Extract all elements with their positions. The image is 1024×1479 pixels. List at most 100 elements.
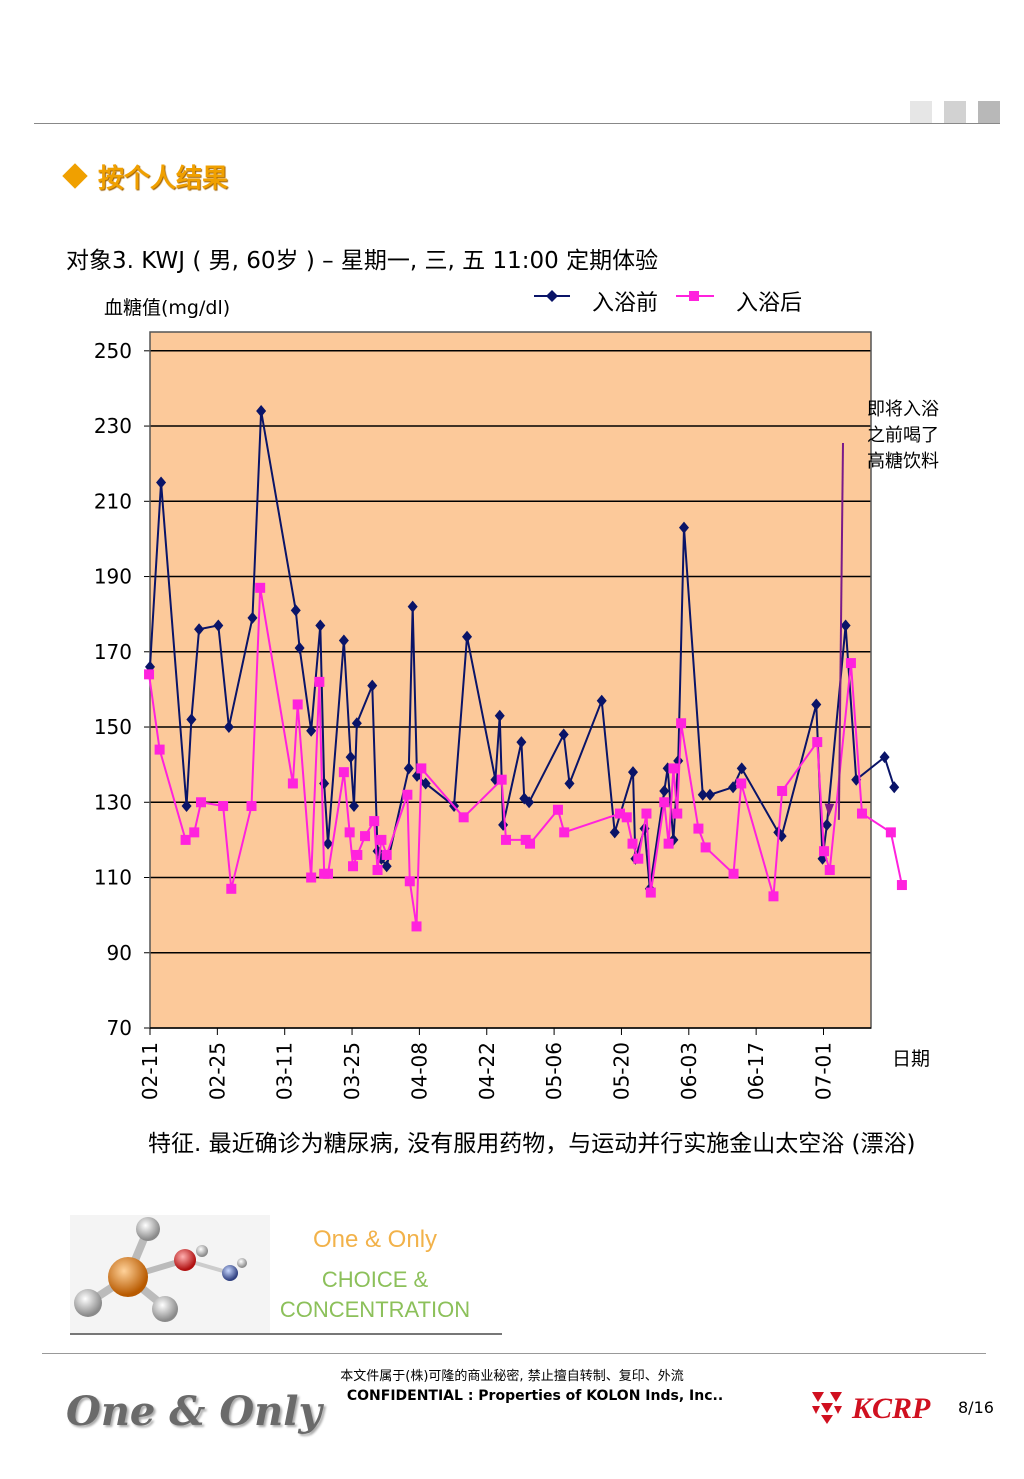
- x-tick-label: 02-11: [138, 1042, 162, 1100]
- data-point-before: [524, 796, 535, 809]
- data-point-after: [676, 718, 687, 729]
- data-point-before: [596, 694, 607, 707]
- annotation-note: 即将入浴 之前喝了 高糖饮料: [848, 397, 958, 475]
- data-point-after: [352, 849, 363, 860]
- confidential-notice-cn: 本文件属于(株)可隆的商业秘密, 禁止擅自转制、复印、外流: [340, 1369, 684, 1384]
- logo-line-2: CHOICE &: [322, 1267, 429, 1292]
- data-point-before: [728, 781, 739, 794]
- data-point-after: [255, 582, 266, 593]
- plot-area: [150, 332, 871, 1028]
- y-tick-label: 150: [94, 715, 132, 739]
- data-point-after: [621, 812, 632, 823]
- data-point-before: [345, 751, 356, 764]
- data-point-after: [736, 778, 747, 789]
- data-point-after: [338, 767, 349, 778]
- brand-logo-text: One & Only: [66, 1388, 322, 1435]
- data-point-after: [226, 883, 237, 894]
- data-point-before: [181, 800, 192, 813]
- data-point-after: [360, 831, 371, 842]
- data-point-after: [416, 763, 427, 774]
- data-point-after: [693, 823, 704, 834]
- data-point-before: [294, 642, 305, 655]
- data-point-before: [420, 777, 431, 790]
- y-tick-label: 250: [94, 339, 132, 363]
- molecule-logo-banner: One & Only CHOICE & CONCENTRATION: [70, 1215, 502, 1333]
- data-point-after: [615, 808, 626, 819]
- data-point-after: [376, 834, 387, 845]
- corner-square-1: [910, 101, 932, 123]
- data-point-after: [381, 849, 392, 860]
- x-tick-label: 04-22: [475, 1042, 499, 1100]
- legend-before-marker-icon: [534, 290, 570, 302]
- data-point-after: [402, 789, 413, 800]
- data-point-after: [496, 774, 507, 785]
- data-point-before: [889, 781, 900, 794]
- data-point-after: [195, 797, 206, 808]
- y-tick-label: 210: [94, 489, 132, 513]
- data-point-after: [700, 842, 711, 853]
- data-point-after: [292, 699, 303, 710]
- data-point-after: [525, 838, 536, 849]
- data-point-before: [609, 826, 620, 839]
- x-tick-label: 03-11: [273, 1042, 297, 1100]
- data-point-after: [668, 763, 679, 774]
- data-point-after: [189, 827, 200, 838]
- feature-description: 特征. 最近确诊为糖尿病, 没有服用药物，与运动并行实施金山太空浴 (漂浴): [148, 1131, 916, 1157]
- data-point-after: [856, 808, 867, 819]
- y-tick-label: 190: [94, 565, 132, 589]
- data-point-after: [818, 846, 829, 857]
- data-point-after: [728, 868, 739, 879]
- data-point-after: [218, 801, 229, 812]
- data-point-after: [885, 827, 896, 838]
- data-point-before: [407, 600, 418, 613]
- data-point-before: [659, 784, 670, 797]
- x-tick-label: 04-08: [407, 1042, 431, 1100]
- x-tick-label: 05-06: [542, 1042, 566, 1100]
- data-point-before: [627, 766, 638, 779]
- data-point-after: [663, 838, 674, 849]
- company-logo-text: KCRP: [852, 1392, 931, 1425]
- molecule-icon: One & Only CHOICE & CONCENTRATION: [70, 1215, 470, 1333]
- data-point-before: [194, 623, 205, 636]
- section-heading-text: 按个人结果: [98, 164, 229, 194]
- data-point-after: [645, 887, 656, 898]
- data-point-after: [812, 737, 823, 748]
- data-point-after: [627, 838, 638, 849]
- corner-square-3: [978, 101, 1000, 123]
- y-tick-label: 170: [94, 640, 132, 664]
- data-point-after: [404, 876, 415, 887]
- logo-line-3: CONCENTRATION: [280, 1297, 470, 1322]
- annotation-line-1: 即将入浴: [867, 399, 939, 420]
- footer-divider: [42, 1353, 986, 1354]
- data-point-after: [322, 868, 333, 879]
- blood-glucose-chart: 70 90 110 130 150 170 190 210 230 250 02-11 02-25 03…: [94, 331, 907, 1100]
- data-point-after: [500, 834, 511, 845]
- data-point-before: [322, 837, 333, 850]
- data-point-before: [494, 709, 505, 722]
- data-point-before: [558, 728, 569, 741]
- data-point-before: [213, 619, 224, 632]
- data-point-after: [896, 880, 907, 891]
- data-point-after: [824, 864, 835, 875]
- x-axis-label: 日期: [892, 1048, 931, 1070]
- data-point-after: [180, 834, 191, 845]
- annotation-line-2: 之前喝了: [867, 425, 939, 446]
- data-point-after: [458, 812, 469, 823]
- logo-divider: [70, 1333, 502, 1335]
- legend-after-label: 入浴后: [736, 291, 803, 316]
- data-point-before: [186, 713, 197, 726]
- data-point-before: [348, 800, 359, 813]
- subject-line: 对象3. KWJ ( 男, 60岁 ) – 星期一, 三, 五 11:00 定期…: [66, 248, 659, 274]
- data-point-after: [246, 801, 257, 812]
- top-divider: [34, 123, 1000, 124]
- data-point-after: [344, 827, 355, 838]
- data-point-after: [348, 861, 359, 872]
- data-point-before: [381, 860, 392, 873]
- data-point-before: [306, 724, 317, 737]
- legend-after-marker-icon: [676, 291, 714, 301]
- y-tick-label: 70: [107, 1016, 132, 1040]
- data-point-before: [879, 751, 890, 764]
- x-tick-label: 06-03: [677, 1042, 701, 1100]
- data-point-before: [403, 762, 414, 775]
- annotation-arrowhead: [824, 803, 835, 817]
